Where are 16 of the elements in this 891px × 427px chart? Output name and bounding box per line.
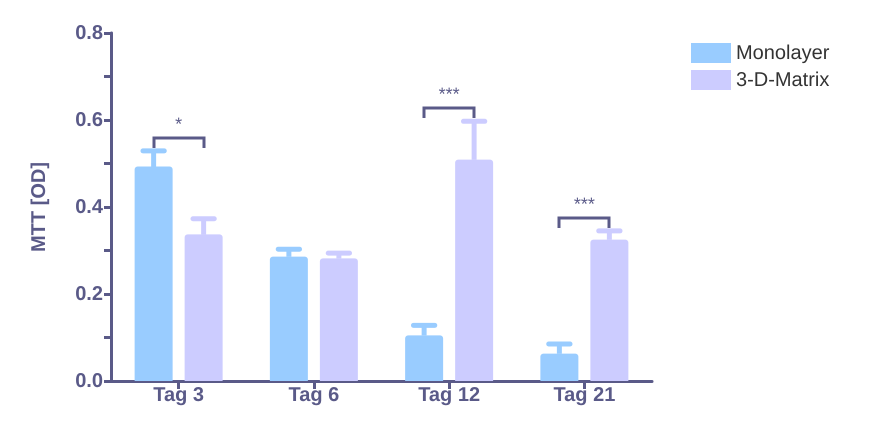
x-tick-label: Tag 21 — [553, 384, 616, 406]
x-tick-label: Tag 12 — [418, 384, 480, 406]
annotation: *** — [438, 84, 460, 106]
y-tick-label: 0.6 — [75, 109, 103, 131]
y-tick-label: 0.0 — [75, 370, 103, 392]
x-tick-label: Tag 3 — [153, 384, 204, 406]
legend-label: 3-D-Matrix — [736, 69, 830, 91]
bar — [320, 258, 358, 381]
y-tick-label: 0.4 — [75, 196, 104, 218]
annotation: * — [175, 114, 182, 135]
y-axis-title: MTT [OD] — [28, 162, 50, 252]
x-tick-label: Tag 6 — [288, 384, 340, 406]
legend-label: Monolayer — [736, 42, 830, 64]
y-tick-label: 0.8 — [75, 22, 103, 44]
y-tick-label: 0.2 — [75, 283, 103, 305]
annotation: *** — [574, 194, 595, 215]
